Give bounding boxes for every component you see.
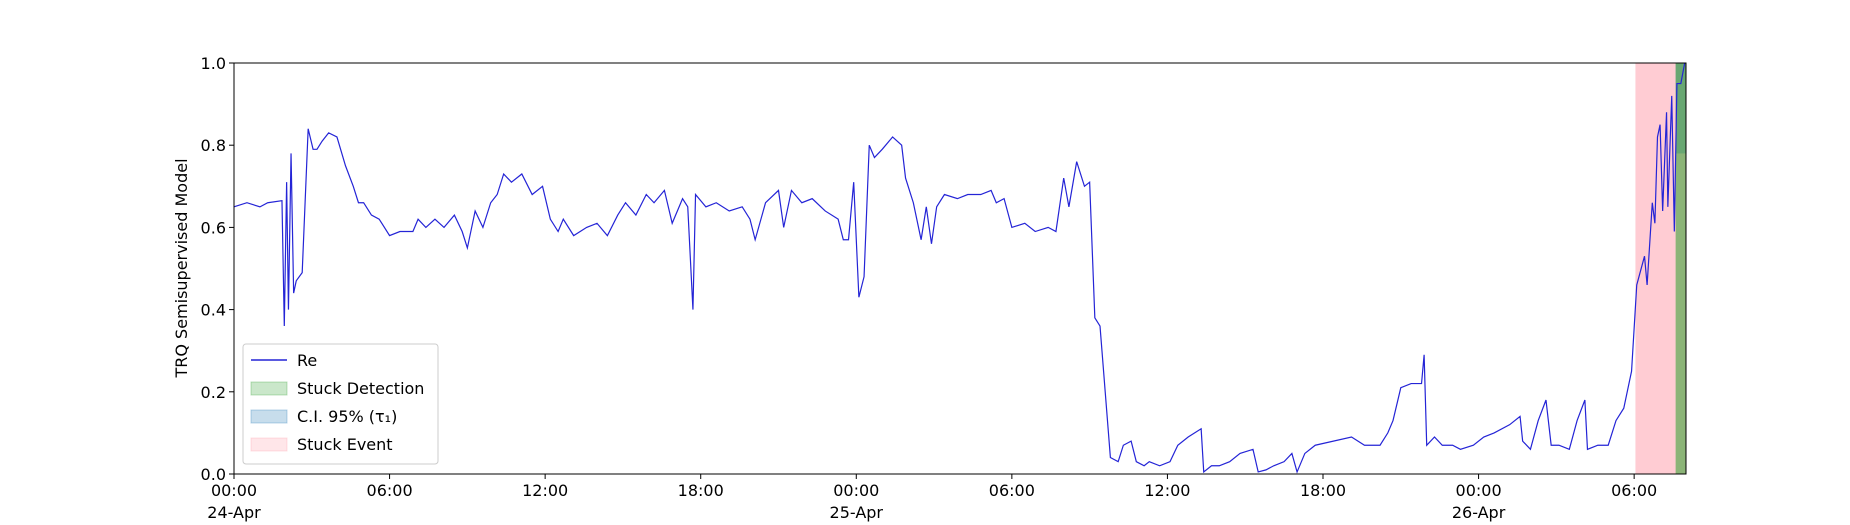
x-tick-label: 12:00 [1144, 481, 1190, 500]
legend-label: Stuck Event [297, 435, 393, 454]
x-tick-label: 18:00 [678, 481, 724, 500]
y-axis-label: TRQ Semisupervised Model [172, 158, 191, 378]
legend-label: C.I. 95% (τ₁) [297, 407, 397, 426]
y-tick-label: 1.0 [201, 54, 226, 73]
data-line [233, 62, 1686, 474]
x-tick-label: 06:00 [1611, 481, 1657, 500]
y-tick-label: 0.6 [201, 218, 226, 237]
legend-box [242, 343, 439, 465]
legend-label: Stuck Detection [297, 379, 424, 398]
y-tick-label: 0.8 [201, 136, 226, 155]
y-tick-label: 0.4 [201, 301, 226, 320]
legend-swatch [250, 437, 288, 452]
x-tick-label: 00:00 26-Apr [1452, 481, 1506, 522]
x-tick-label: 12:00 [522, 481, 568, 500]
x-tick-label: 18:00 [1300, 481, 1346, 500]
legend-swatch [250, 381, 288, 396]
plot-frame [233, 62, 1687, 475]
legend-swatch [250, 409, 288, 424]
x-tick-label: 00:00 25-Apr [830, 481, 884, 522]
legend-label: Re [297, 351, 317, 370]
x-tick-label: 06:00 [367, 481, 413, 500]
y-tick-label: 0.0 [201, 465, 226, 484]
y-tick-label: 0.2 [201, 383, 226, 402]
span [1675, 63, 1686, 474]
x-tick-label: 06:00 [989, 481, 1035, 500]
